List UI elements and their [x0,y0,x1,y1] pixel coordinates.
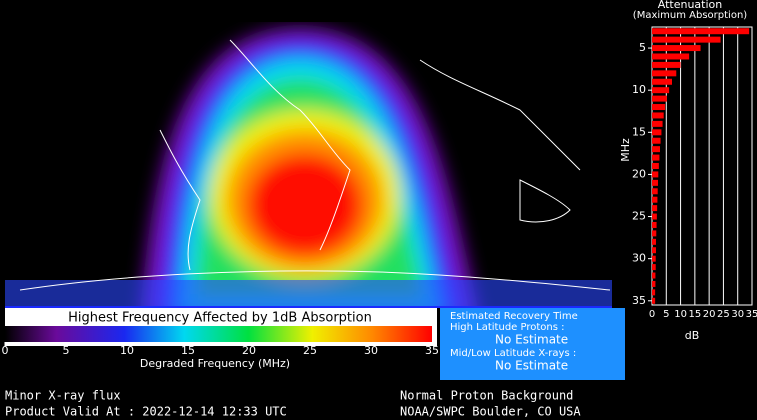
bar [652,61,681,68]
bar [652,36,721,43]
x-tick-label: 15 [688,309,701,320]
y-tick-label: 15 [632,125,646,138]
bar [652,205,658,212]
chart-subtitle: (Maximum Absorption) [633,10,747,21]
y-tick-label: 10 [632,83,646,96]
recovery-label: High Latitude Protons : [450,322,565,333]
bar [652,230,657,237]
y-tick-label: 20 [632,167,646,180]
x-axis-label: dB [685,329,700,342]
bar [652,112,664,119]
colorbar-tick-label: 5 [63,344,70,357]
bar [652,104,666,111]
x-tick-label: 5 [663,309,669,320]
colorbar-title: Highest Frequency Affected by 1dB Absorp… [68,311,372,326]
colorbar-tick-label: 15 [181,344,195,357]
x-tick-label: 25 [717,309,730,320]
bar [652,70,677,77]
x-tick-label: 35 [746,309,757,320]
colorbar-label: Degraded Frequency (MHz) [140,357,290,370]
bar [652,280,656,287]
footer-text: Product Valid At : 2022-12-14 12:33 UTC [5,405,287,419]
y-tick-label: 35 [632,294,646,307]
bar [652,87,670,94]
colorbar-tick-label: 0 [2,344,9,357]
bar [652,95,667,102]
bar [652,255,656,262]
bar [652,28,750,35]
x-tick-label: 0 [649,309,655,320]
bar [652,154,660,161]
bar [652,272,656,279]
bar [652,247,656,254]
bar [652,129,662,136]
bar [652,289,656,296]
bar [652,188,658,195]
recovery-box [440,308,625,380]
chart-title: Attenuation [658,0,723,11]
bar [652,297,656,304]
bar [652,53,690,60]
footer-text: Minor X-ray flux [5,389,121,403]
map [5,22,612,306]
x-tick-label: 20 [703,309,716,320]
colorbar-tick-label: 20 [242,344,256,357]
bar [652,221,657,228]
bar [652,137,661,144]
footer-text: NOAA/SWPC Boulder, CO USA [400,405,581,419]
colorbar-tick-label: 35 [425,344,439,357]
plot-frame [651,26,753,306]
colorbar-tick-label: 10 [120,344,134,357]
y-tick-label: 5 [639,41,646,54]
y-tick-label: 30 [632,252,646,265]
recovery-title: Estimated Recovery Time [450,311,578,322]
bar [652,78,672,85]
bar [652,45,701,52]
bar [652,163,659,169]
colorbar [5,326,432,342]
bar [652,196,658,203]
bar [652,264,656,271]
y-axis-label: MHz [619,138,632,162]
recovery-value: No Estimate [495,333,568,347]
x-tick-label: 10 [674,309,687,320]
bar [652,120,663,127]
bar [652,179,658,186]
recovery-label: Mid/Low Latitude X-rays : [450,348,576,359]
x-tick-label: 30 [731,309,744,320]
colorbar-tick-label: 25 [303,344,317,357]
bar [652,171,659,178]
map-border [5,306,612,308]
colorbar-tick-label: 30 [364,344,378,357]
recovery-value: No Estimate [495,359,568,373]
y-tick-label: 25 [632,210,646,223]
bar [652,238,656,245]
bar [652,213,657,220]
bar [652,146,660,153]
footer-text: Normal Proton Background [400,389,573,403]
